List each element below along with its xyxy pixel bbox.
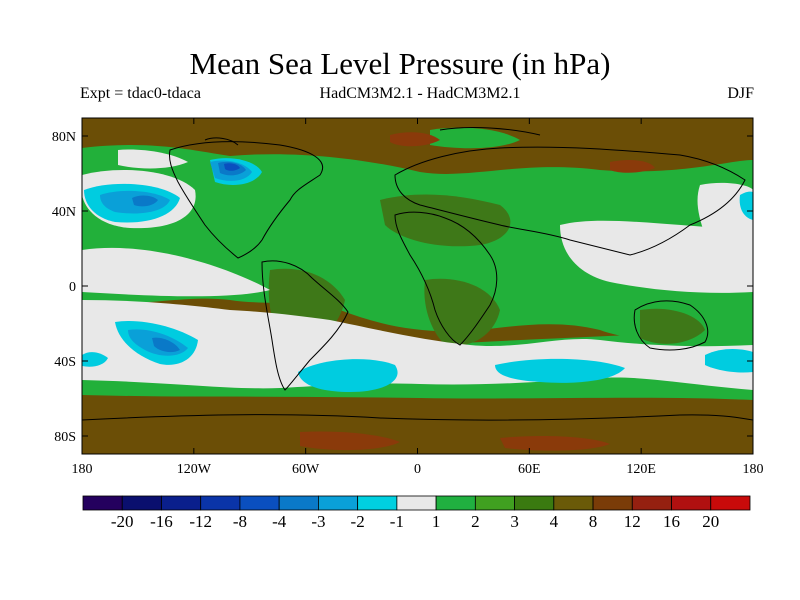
experiment-label: Expt = tdac0-tdaca [80,85,201,102]
lon-tick-label: 180 [72,462,93,477]
models-label: HadCM3M2.1 - HadCM3M2.1 [319,85,521,102]
colorbar-swatch [710,495,751,511]
colorbar-swatch [82,495,123,511]
season-label: DJF [727,85,754,102]
colorbar-label: 3 [510,512,519,531]
lon-tick-label: 60E [518,462,541,477]
colorbar-label: 12 [624,512,641,531]
colorbar-swatch [671,495,712,511]
lat-tick-label: 40N [52,205,76,220]
lon-tick-label: 120E [626,462,656,477]
colorbar-swatch [121,495,162,511]
colorbar-label: -12 [189,512,212,531]
colorbar-swatch [514,495,555,511]
lat-tick-label: 40S [54,355,76,370]
colorbar-label: -8 [233,512,247,531]
coastlines [82,127,753,421]
colorbar-swatch [553,495,594,511]
lon-tick-label: 60W [292,462,320,477]
colorbar-swatch [396,495,437,511]
colorbar-swatch [278,495,319,511]
colorbar-label: 16 [663,512,680,531]
colorbar-swatch [631,495,672,511]
colorbar-swatch [239,495,280,511]
colorbar-label: -2 [351,512,365,531]
lat-tick-label: 80S [54,430,76,445]
colorbar-swatch [474,495,515,511]
colorbar-swatch [161,495,202,511]
lon-tick-label: 0 [414,462,421,477]
colorbar-swatch [357,495,398,511]
colorbar-label: 8 [589,512,598,531]
colorbar-swatch [435,495,476,511]
colorbar-label: 4 [550,512,559,531]
colorbar-label: 2 [471,512,480,531]
colorbar-label: -3 [311,512,325,531]
lon-tick-label: 120W [177,462,212,477]
pressure-field [82,118,753,454]
colorbar-swatch [318,495,359,511]
axis-ticks: 80N 40N 0 40S 80S 180 120W 60W 0 60E 120E 180 [52,118,764,477]
colorbar-label: -20 [111,512,134,531]
colorbar-swatch [200,495,241,511]
lat-tick-label: 0 [69,280,76,295]
colorbar-label: -1 [390,512,404,531]
lat-tick-label: 80N [52,130,76,145]
map-title: Mean Sea Level Pressure (in hPa) [189,46,611,81]
lon-tick-label: 180 [743,462,764,477]
colorbar: -20 -16 -12 -8 -4 -3 -2 -1 1 2 3 4 8 12 16 20 [82,495,751,531]
colorbar-label: -16 [150,512,173,531]
colorbar-swatch [592,495,633,511]
colorbar-label: 1 [432,512,441,531]
colorbar-label: 20 [702,512,719,531]
colorbar-label: -4 [272,512,287,531]
